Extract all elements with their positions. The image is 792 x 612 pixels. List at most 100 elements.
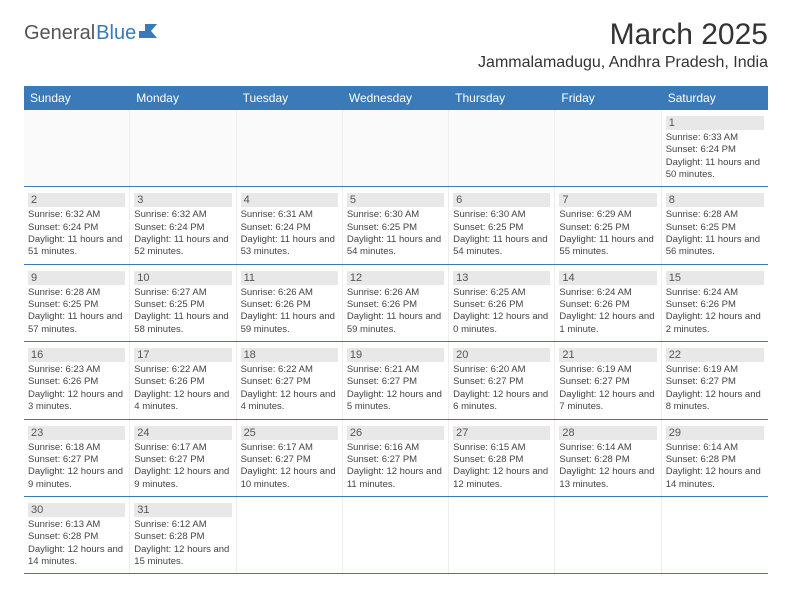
empty-cell (449, 497, 555, 573)
daylight-text: Daylight: 11 hours and 59 minutes. (347, 311, 444, 336)
sunrise-text: Sunrise: 6:31 AM (241, 209, 338, 221)
day-cell: 24Sunrise: 6:17 AMSunset: 6:27 PMDayligh… (130, 420, 236, 496)
day-cell: 3Sunrise: 6:32 AMSunset: 6:24 PMDaylight… (130, 187, 236, 263)
logo-text-general: General (24, 22, 95, 45)
daylight-text: Daylight: 11 hours and 53 minutes. (241, 234, 338, 259)
daylight-text: Daylight: 12 hours and 13 minutes. (559, 466, 656, 491)
day-number: 20 (453, 348, 550, 362)
sunset-text: Sunset: 6:27 PM (453, 376, 550, 388)
sunrise-text: Sunrise: 6:17 AM (241, 442, 338, 454)
sunset-text: Sunset: 6:24 PM (666, 144, 764, 156)
day-cell: 21 Sunrise: 6:19 AMSunset: 6:27 PMDayligh… (555, 342, 661, 418)
day-number: 11 (241, 271, 338, 285)
sunset-text: Sunset: 6:25 PM (134, 299, 231, 311)
sunrise-text: Sunrise: 6:28 AM (28, 287, 125, 299)
week-row: 30Sunrise: 6:13 AMSunset: 6:28 PMDayligh… (24, 497, 768, 574)
day-cell: 13Sunrise: 6:25 AMSunset: 6:26 PMDayligh… (449, 265, 555, 341)
month-title: March 2025 (478, 18, 768, 52)
sunrise-text: Sunrise: 6:24 AM (559, 287, 656, 299)
daylight-text: Daylight: 11 hours and 57 minutes. (28, 311, 125, 336)
sunrise-text: Sunrise: 6:15 AM (453, 442, 550, 454)
empty-cell (555, 497, 661, 573)
daylight-text: Daylight: 12 hours and 0 minutes. (453, 311, 550, 336)
day-cell: 29Sunrise: 6:14 AMSunset: 6:28 PMDayligh… (662, 420, 768, 496)
day-cell: 6Sunrise: 6:30 AMSunset: 6:25 PMDaylight… (449, 187, 555, 263)
day-number: 17 (134, 348, 231, 362)
daylight-text: Daylight: 12 hours and 14 minutes. (28, 544, 125, 569)
sunrise-text: Sunrise: 6:32 AM (28, 209, 125, 221)
daylight-text: Daylight: 11 hours and 54 minutes. (453, 234, 550, 259)
empty-cell (343, 110, 449, 186)
day-number: 8 (666, 193, 764, 207)
logo-flag-icon (139, 24, 157, 38)
day-cell: 5Sunrise: 6:30 AMSunset: 6:25 PMDaylight… (343, 187, 449, 263)
daylight-text: Daylight: 12 hours and 14 minutes. (666, 466, 764, 491)
daylight-text: Daylight: 12 hours and 1 minute. (559, 311, 656, 336)
day-cell: 9Sunrise: 6:28 AMSunset: 6:25 PMDaylight… (24, 265, 130, 341)
daylight-text: Daylight: 12 hours and 3 minutes. (28, 389, 125, 414)
sunset-text: Sunset: 6:24 PM (28, 222, 125, 234)
sunset-text: Sunset: 6:24 PM (134, 222, 231, 234)
sunrise-text: Sunrise: 6:14 AM (559, 442, 656, 454)
day-cell: 1Sunrise: 6:33 AMSunset: 6:24 PMDaylight… (662, 110, 768, 186)
daylight-text: Daylight: 12 hours and 12 minutes. (453, 466, 550, 491)
daylight-text: Daylight: 12 hours and 15 minutes. (134, 544, 231, 569)
week-row: 23Sunrise: 6:18 AMSunset: 6:27 PMDayligh… (24, 420, 768, 497)
sunrise-text: Sunrise: 6:12 AM (134, 519, 231, 531)
sunrise-text: Sunrise: 6:20 AM (453, 364, 550, 376)
day-cell: 19Sunrise: 6:21 AMSunset: 6:27 PMDayligh… (343, 342, 449, 418)
daylight-text: Daylight: 12 hours and 11 minutes. (347, 466, 444, 491)
day-header-tuesday: Tuesday (237, 86, 343, 110)
empty-cell (237, 497, 343, 573)
week-row: 9Sunrise: 6:28 AMSunset: 6:25 PMDaylight… (24, 265, 768, 342)
day-number: 28 (559, 426, 656, 440)
sunrise-text: Sunrise: 6:23 AM (28, 364, 125, 376)
day-number: 21 (559, 348, 656, 362)
sunrise-text: Sunrise: 6:22 AM (241, 364, 338, 376)
day-number: 26 (347, 426, 444, 440)
sunrise-text: Sunrise: 6:26 AM (241, 287, 338, 299)
daylight-text: Daylight: 11 hours and 59 minutes. (241, 311, 338, 336)
daylight-text: Daylight: 11 hours and 58 minutes. (134, 311, 231, 336)
daylight-text: Daylight: 11 hours and 56 minutes. (666, 234, 764, 259)
day-cell: 10Sunrise: 6:27 AMSunset: 6:25 PMDayligh… (130, 265, 236, 341)
sunrise-text: Sunrise: 6:14 AM (666, 442, 764, 454)
sunset-text: Sunset: 6:27 PM (28, 454, 125, 466)
sunset-text: Sunset: 6:28 PM (134, 531, 231, 543)
logo: General Blue (24, 22, 157, 45)
day-number: 13 (453, 271, 550, 285)
day-number: 27 (453, 426, 550, 440)
sunrise-text: Sunrise: 6:19 AM (559, 364, 656, 376)
daylight-text: Daylight: 11 hours and 55 minutes. (559, 234, 656, 259)
day-cell: 20Sunrise: 6:20 AMSunset: 6:27 PMDayligh… (449, 342, 555, 418)
day-cell: 22Sunrise: 6:19 AMSunset: 6:27 PMDayligh… (662, 342, 768, 418)
day-number: 5 (347, 193, 444, 207)
day-cell: 28Sunrise: 6:14 AMSunset: 6:28 PMDayligh… (555, 420, 661, 496)
daylight-text: Daylight: 12 hours and 9 minutes. (134, 466, 231, 491)
sunrise-text: Sunrise: 6:24 AM (666, 287, 764, 299)
day-cell: 2Sunrise: 6:32 AMSunset: 6:24 PMDaylight… (24, 187, 130, 263)
sunset-text: Sunset: 6:25 PM (559, 222, 656, 234)
sunrise-text: Sunrise: 6:18 AM (28, 442, 125, 454)
sunrise-text: Sunrise: 6:16 AM (347, 442, 444, 454)
day-number: 7 (559, 193, 656, 207)
daylight-text: Daylight: 12 hours and 8 minutes. (666, 389, 764, 414)
sunset-text: Sunset: 6:25 PM (666, 222, 764, 234)
day-cell: 26Sunrise: 6:16 AMSunset: 6:27 PMDayligh… (343, 420, 449, 496)
day-cell: 18Sunrise: 6:22 AMSunset: 6:27 PMDayligh… (237, 342, 343, 418)
sunset-text: Sunset: 6:26 PM (241, 299, 338, 311)
day-cell: 7Sunrise: 6:29 AMSunset: 6:25 PMDaylight… (555, 187, 661, 263)
sunset-text: Sunset: 6:27 PM (666, 376, 764, 388)
day-cell: 15Sunrise: 6:24 AMSunset: 6:26 PMDayligh… (662, 265, 768, 341)
day-cell: 12Sunrise: 6:26 AMSunset: 6:26 PMDayligh… (343, 265, 449, 341)
sunrise-text: Sunrise: 6:17 AM (134, 442, 231, 454)
day-number: 9 (28, 271, 125, 285)
sunrise-text: Sunrise: 6:33 AM (666, 132, 764, 144)
sunset-text: Sunset: 6:24 PM (241, 222, 338, 234)
sunrise-text: Sunrise: 6:25 AM (453, 287, 550, 299)
sunset-text: Sunset: 6:27 PM (559, 376, 656, 388)
day-number: 14 (559, 271, 656, 285)
sunrise-text: Sunrise: 6:30 AM (347, 209, 444, 221)
daylight-text: Daylight: 12 hours and 7 minutes. (559, 389, 656, 414)
daylight-text: Daylight: 12 hours and 2 minutes. (666, 311, 764, 336)
